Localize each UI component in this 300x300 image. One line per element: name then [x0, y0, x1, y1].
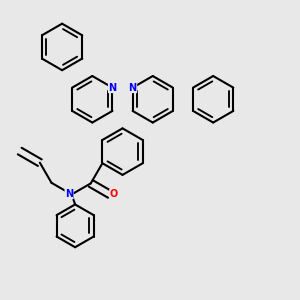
- Text: N: N: [65, 189, 73, 199]
- Text: O: O: [110, 189, 118, 200]
- Text: N: N: [128, 82, 137, 93]
- Text: N: N: [108, 82, 116, 93]
